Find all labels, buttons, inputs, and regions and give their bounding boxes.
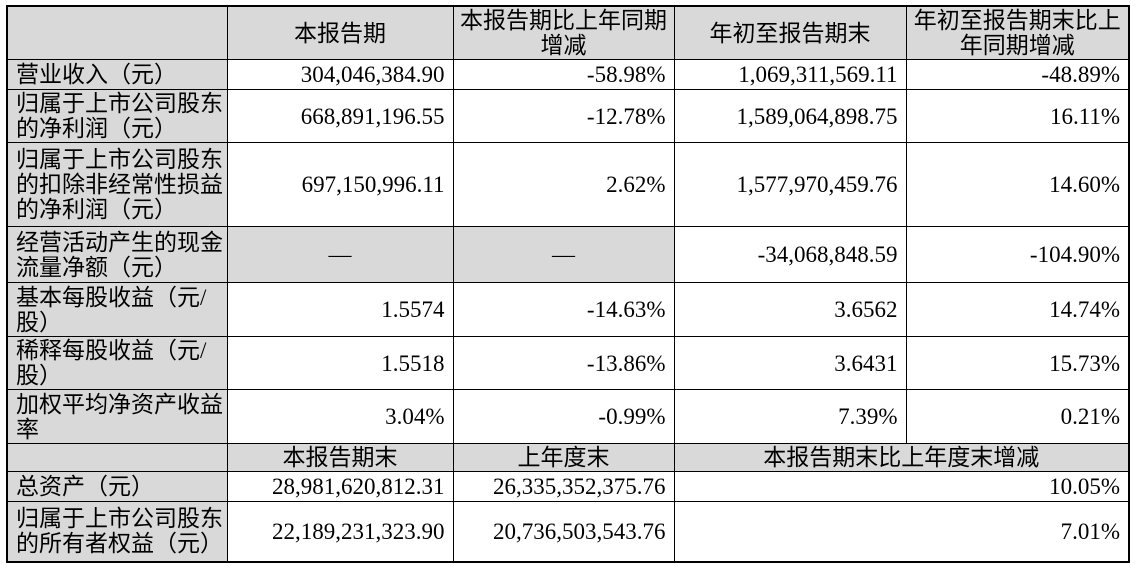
value-cell: 22,189,231,323.90 xyxy=(226,501,454,562)
value-cell: — xyxy=(226,226,454,283)
value-cell: 3.6431 xyxy=(673,336,907,390)
value-cell: -34,068,848.59 xyxy=(673,226,907,283)
row-label: 经营活动产生的现金流量净额（元） xyxy=(6,226,228,283)
row-label: 归属于上市公司股东的所有者权益（元） xyxy=(6,501,228,562)
value-cell: 20,736,503,543.76 xyxy=(452,501,675,562)
value-cell: 7.01% xyxy=(673,501,1130,562)
value-cell: 1,589,064,898.75 xyxy=(673,89,907,143)
value-cell: 697,150,996.11 xyxy=(226,142,454,227)
value-cell: 28,981,620,812.31 xyxy=(226,471,454,502)
row-label: 稀释每股收益（元/股） xyxy=(6,336,228,390)
value-cell: 14.60% xyxy=(905,142,1130,227)
value-cell: 1.5574 xyxy=(226,282,454,337)
table-row-total-assets: 总资产（元） 28,981,620,812.31 26,335,352,375.… xyxy=(6,471,1130,502)
value-cell: 1.5518 xyxy=(226,336,454,390)
header-ytd-yoy: 年初至报告期末比上年同期增减 xyxy=(905,5,1130,60)
row-label: 归属于上市公司股东的扣除非经常性损益的净利润（元） xyxy=(6,142,228,227)
value-cell: -14.63% xyxy=(452,282,675,337)
section2-header-row: 本报告期末 上年度末 本报告期末比上年度末增减 xyxy=(6,443,1130,472)
section1-header-row: 本报告期 本报告期比上年同期增减 年初至报告期末 年初至报告期末比上年同期增减 xyxy=(6,5,1130,60)
header-current-period-yoy: 本报告期比上年同期增减 xyxy=(452,5,675,60)
value-cell: -0.99% xyxy=(452,389,675,444)
value-cell: -12.78% xyxy=(452,89,675,143)
value-cell: 26,335,352,375.76 xyxy=(452,471,675,502)
value-cell: — xyxy=(452,226,675,283)
value-cell: 1,069,311,569.11 xyxy=(673,59,907,90)
table-row-revenue: 营业收入（元） 304,046,384.90 -58.98% 1,069,311… xyxy=(6,59,1130,90)
value-cell: 2.62% xyxy=(452,142,675,227)
value-cell: 304,046,384.90 xyxy=(226,59,454,90)
table-row-operating-cash-flow: 经营活动产生的现金流量净额（元） — — -34,068,848.59 -104… xyxy=(6,226,1130,283)
table-row-diluted-eps: 稀释每股收益（元/股） 1.5518 -13.86% 3.6431 15.73% xyxy=(6,336,1130,390)
table-row-weighted-roe: 加权平均净资产收益率 3.04% -0.99% 7.39% 0.21% xyxy=(6,389,1130,444)
value-cell: 15.73% xyxy=(905,336,1130,390)
header-period-end-change: 本报告期末比上年度末增减 xyxy=(673,443,1130,472)
value-cell: -48.89% xyxy=(905,59,1130,90)
value-cell: -104.90% xyxy=(905,226,1130,283)
row-label: 总资产（元） xyxy=(6,471,228,502)
value-cell: 10.05% xyxy=(673,471,1130,502)
value-cell: -58.98% xyxy=(452,59,675,90)
table-row-basic-eps: 基本每股收益（元/股） 1.5574 -14.63% 3.6562 14.74% xyxy=(6,282,1130,337)
header-prior-year-end: 上年度末 xyxy=(452,443,675,472)
value-cell: 14.74% xyxy=(905,282,1130,337)
table-row-net-profit-deducted: 归属于上市公司股东的扣除非经常性损益的净利润（元） 697,150,996.11… xyxy=(6,142,1130,227)
value-cell: -13.86% xyxy=(452,336,675,390)
header-period-end: 本报告期末 xyxy=(226,443,454,472)
row-label: 归属于上市公司股东的净利润（元） xyxy=(6,89,228,143)
value-cell: 0.21% xyxy=(905,389,1130,444)
row-label: 基本每股收益（元/股） xyxy=(6,282,228,337)
corner-cell xyxy=(6,443,228,472)
row-label: 营业收入（元） xyxy=(6,59,228,90)
value-cell: 16.11% xyxy=(905,89,1130,143)
financial-summary-table: 本报告期 本报告期比上年同期增减 年初至报告期末 年初至报告期末比上年同期增减 … xyxy=(6,5,1130,563)
value-cell: 1,577,970,459.76 xyxy=(673,142,907,227)
row-label: 加权平均净资产收益率 xyxy=(6,389,228,444)
corner-cell xyxy=(6,5,228,60)
header-current-period: 本报告期 xyxy=(226,5,454,60)
value-cell: 3.04% xyxy=(226,389,454,444)
table-row-net-profit: 归属于上市公司股东的净利润（元） 668,891,196.55 -12.78% … xyxy=(6,89,1130,143)
value-cell: 668,891,196.55 xyxy=(226,89,454,143)
value-cell: 7.39% xyxy=(673,389,907,444)
header-ytd: 年初至报告期末 xyxy=(673,5,907,60)
table-row-owners-equity: 归属于上市公司股东的所有者权益（元） 22,189,231,323.90 20,… xyxy=(6,501,1130,562)
value-cell: 3.6562 xyxy=(673,282,907,337)
